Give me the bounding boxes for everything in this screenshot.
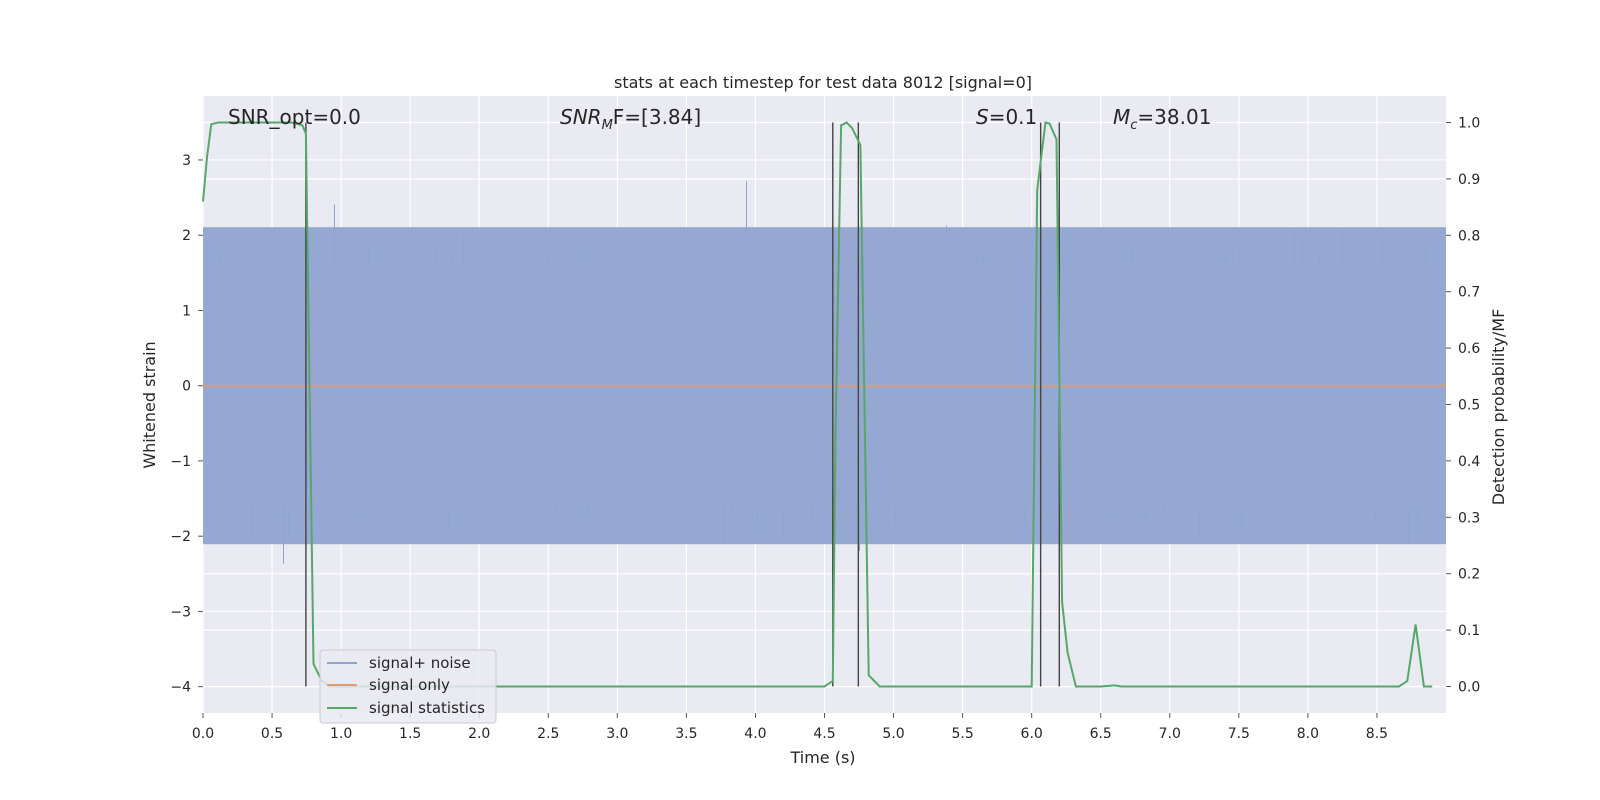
annotation-snr-mf: SNRMF=[3.84] [560,105,701,133]
right-tick-label: 0.2 [1458,567,1480,583]
left-tick-label: 3 [182,153,191,169]
noise-spikes [213,181,1438,564]
x-tick-label: 3.5 [675,726,697,742]
x-tick-label: 0.0 [192,726,214,742]
legend-label-signal-noise: signal+ noise [369,654,471,672]
x-tick-label: 2.0 [468,726,490,742]
right-tick-label: 0.6 [1458,341,1480,357]
x-tick-label: 5.0 [882,726,904,742]
left-tick-label: 0 [182,379,191,395]
annotation-snr-mf-label: SNR [560,105,602,129]
left-tick-label: 2 [182,228,191,244]
x-tick-label: 4.5 [813,726,835,742]
legend-label-signal-statistics: signal statistics [369,699,485,717]
right-tick-label: 0.4 [1458,454,1480,470]
annotation-mc-value: =38.01 [1137,105,1211,129]
annotation-snr-mf-rest: F=[3.84] [613,105,701,129]
annotation-snr-opt: SNR_opt=0.0 [228,105,361,129]
left-axis-ticks: 3 2 1 0 −1 −2 −3 −4 [170,153,203,696]
x-tick-label: 4.0 [744,726,766,742]
x-tick-label: 6.5 [1090,726,1112,742]
right-tick-label: 0.3 [1458,510,1480,526]
x-tick-label: 1.5 [399,726,421,742]
x-tick-label: 7.5 [1228,726,1250,742]
vertical-lines [305,122,1060,687]
legend: signal+ noise signal only signal statist… [319,649,497,724]
annotation-snr-mf-sub: M [602,118,613,133]
legend-box [319,649,497,724]
y-axis-label-right: Detection probability/MF [1489,309,1508,506]
legend-label-signal-only: signal only [369,676,450,694]
x-tick-label: 5.5 [951,726,973,742]
x-tick-label: 1.0 [330,726,352,742]
x-tick-label: 6.0 [1021,726,1043,742]
chart-title: stats at each timestep for test data 801… [614,73,1032,92]
annotation-mc: Mc=38.01 [1113,105,1211,133]
right-tick-label: 0.9 [1458,172,1480,188]
right-tick-label: 0.0 [1458,679,1480,695]
left-tick-label: 1 [182,303,191,319]
right-axis-ticks: 1.0 0.9 0.8 0.7 0.6 0.5 0.4 0.3 0.2 0.1 0.0 [1446,116,1480,695]
y-axis-label-left: Whitened strain [140,341,159,468]
left-tick-label: −1 [170,454,191,470]
x-axis-label: Time (s) [789,748,855,767]
x-axis-ticks: 0.0 0.5 1.0 1.5 2.0 2.5 3.0 3.5 4.0 4.5 5.0 5.5 6.0 6… [192,713,1388,742]
annotation-s-label: S [976,105,989,129]
annotation-s: S=0.1 [976,105,1037,129]
x-tick-label: 8.5 [1366,726,1388,742]
annotation-s-value: =0.1 [989,105,1038,129]
left-tick-label: −2 [170,529,191,545]
right-tick-label: 0.5 [1458,398,1480,414]
x-tick-label: 2.5 [537,726,559,742]
series-signal-statistics [202,121,1433,688]
annotation-mc-label: M [1113,105,1130,129]
right-tick-label: 0.7 [1458,285,1480,301]
right-tick-label: 0.8 [1458,228,1480,244]
right-tick-label: 0.1 [1458,623,1480,639]
annotation-mc-sub: c [1130,118,1137,133]
x-tick-label: 0.5 [261,726,283,742]
x-tick-label: 8.0 [1297,726,1319,742]
x-tick-label: 7.0 [1159,726,1181,742]
right-tick-label: 1.0 [1458,116,1480,132]
x-tick-label: 3.0 [606,726,628,742]
left-tick-label: −3 [170,604,191,620]
series-signal-noise [203,181,1446,564]
left-tick-label: −4 [170,680,191,696]
